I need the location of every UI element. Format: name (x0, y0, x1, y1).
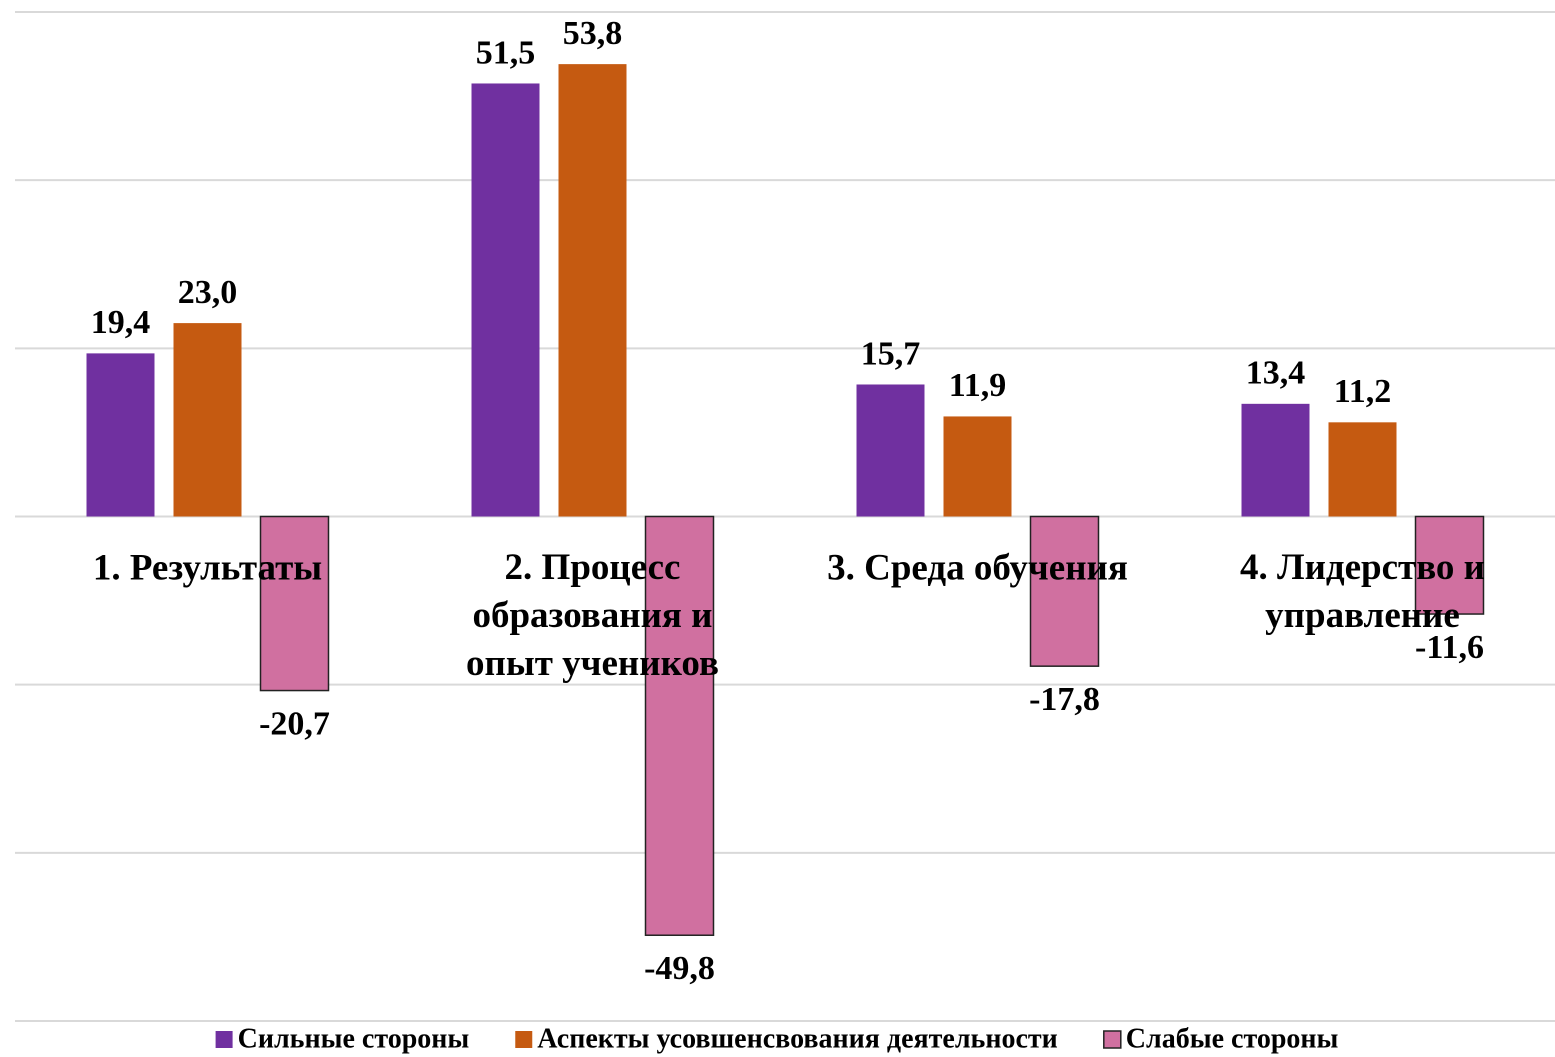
bar (86, 353, 155, 517)
x-tick-line: 2. Процесс (505, 547, 681, 588)
x-tick-line: 4. Лидерство и (1240, 547, 1485, 588)
data-label: 15,7 (861, 335, 921, 372)
bar (558, 64, 627, 517)
x-tick-line: образования и (472, 595, 712, 636)
x-tick-label: 4. Лидерство и управление (1240, 547, 1485, 636)
x-tick-label: 1. Результаты (93, 547, 322, 588)
bar (644, 515, 715, 936)
data-label: 19,4 (91, 304, 151, 341)
legend-label: Слабые стороны (1126, 1023, 1339, 1054)
x-tick-line: управление (1265, 595, 1460, 636)
bar (259, 515, 330, 692)
data-label: 11,9 (949, 367, 1007, 404)
data-label: 11,2 (1334, 373, 1392, 410)
bar (943, 416, 1012, 517)
bar (1029, 515, 1100, 667)
legend-swatch (215, 1031, 233, 1048)
bar (471, 83, 540, 517)
bar (173, 323, 242, 517)
legend-swatch (515, 1031, 533, 1048)
data-label: 13,4 (1246, 355, 1306, 392)
data-label: 23,0 (178, 274, 238, 311)
data-label: 53,8 (563, 15, 623, 52)
data-label: -49,8 (644, 950, 715, 987)
bar (1328, 422, 1397, 517)
bar (1241, 403, 1310, 517)
legend-swatch (1103, 1030, 1122, 1049)
legend-label: Аспекты усовшенсвования деятельности (537, 1023, 1058, 1054)
legend: Сильные стороны Аспекты усовшенсвования д… (215, 1023, 1339, 1054)
bar (1414, 515, 1485, 615)
bar (856, 384, 925, 517)
data-label: -17,8 (1029, 681, 1100, 718)
data-label: 51,5 (476, 34, 536, 71)
data-label: -20,7 (259, 705, 330, 742)
x-tick-line: опыт учеников (466, 643, 719, 684)
legend-label: Сильные стороны (238, 1023, 470, 1054)
x-tick-label: 3. Среда обучения (827, 547, 1128, 588)
data-label: -11,6 (1415, 629, 1484, 666)
x-tick-label: 2. Процесс образования и опыт учеников (466, 547, 719, 684)
